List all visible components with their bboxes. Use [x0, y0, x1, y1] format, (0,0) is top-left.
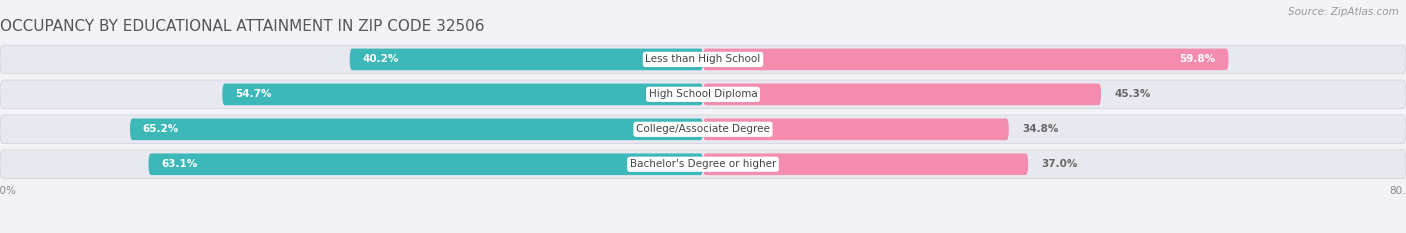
FancyBboxPatch shape [703, 118, 1010, 140]
FancyBboxPatch shape [0, 45, 1406, 74]
Text: Less than High School: Less than High School [645, 55, 761, 64]
Text: High School Diploma: High School Diploma [648, 89, 758, 99]
Text: 40.2%: 40.2% [363, 55, 399, 64]
FancyBboxPatch shape [703, 84, 1101, 105]
FancyBboxPatch shape [129, 118, 703, 140]
Text: 65.2%: 65.2% [142, 124, 179, 134]
Text: 37.0%: 37.0% [1042, 159, 1077, 169]
Text: College/Associate Degree: College/Associate Degree [636, 124, 770, 134]
FancyBboxPatch shape [350, 49, 703, 70]
FancyBboxPatch shape [0, 115, 1406, 144]
Text: 63.1%: 63.1% [162, 159, 197, 169]
FancyBboxPatch shape [0, 150, 1406, 179]
Text: Source: ZipAtlas.com: Source: ZipAtlas.com [1288, 7, 1399, 17]
Text: 34.8%: 34.8% [1022, 124, 1059, 134]
FancyBboxPatch shape [703, 49, 1229, 70]
FancyBboxPatch shape [222, 84, 703, 105]
Text: 59.8%: 59.8% [1180, 55, 1216, 64]
Text: 45.3%: 45.3% [1114, 89, 1150, 99]
Text: OCCUPANCY BY EDUCATIONAL ATTAINMENT IN ZIP CODE 32506: OCCUPANCY BY EDUCATIONAL ATTAINMENT IN Z… [0, 19, 485, 34]
Text: Bachelor's Degree or higher: Bachelor's Degree or higher [630, 159, 776, 169]
FancyBboxPatch shape [703, 154, 1028, 175]
FancyBboxPatch shape [0, 80, 1406, 109]
Text: 54.7%: 54.7% [235, 89, 271, 99]
FancyBboxPatch shape [149, 154, 703, 175]
